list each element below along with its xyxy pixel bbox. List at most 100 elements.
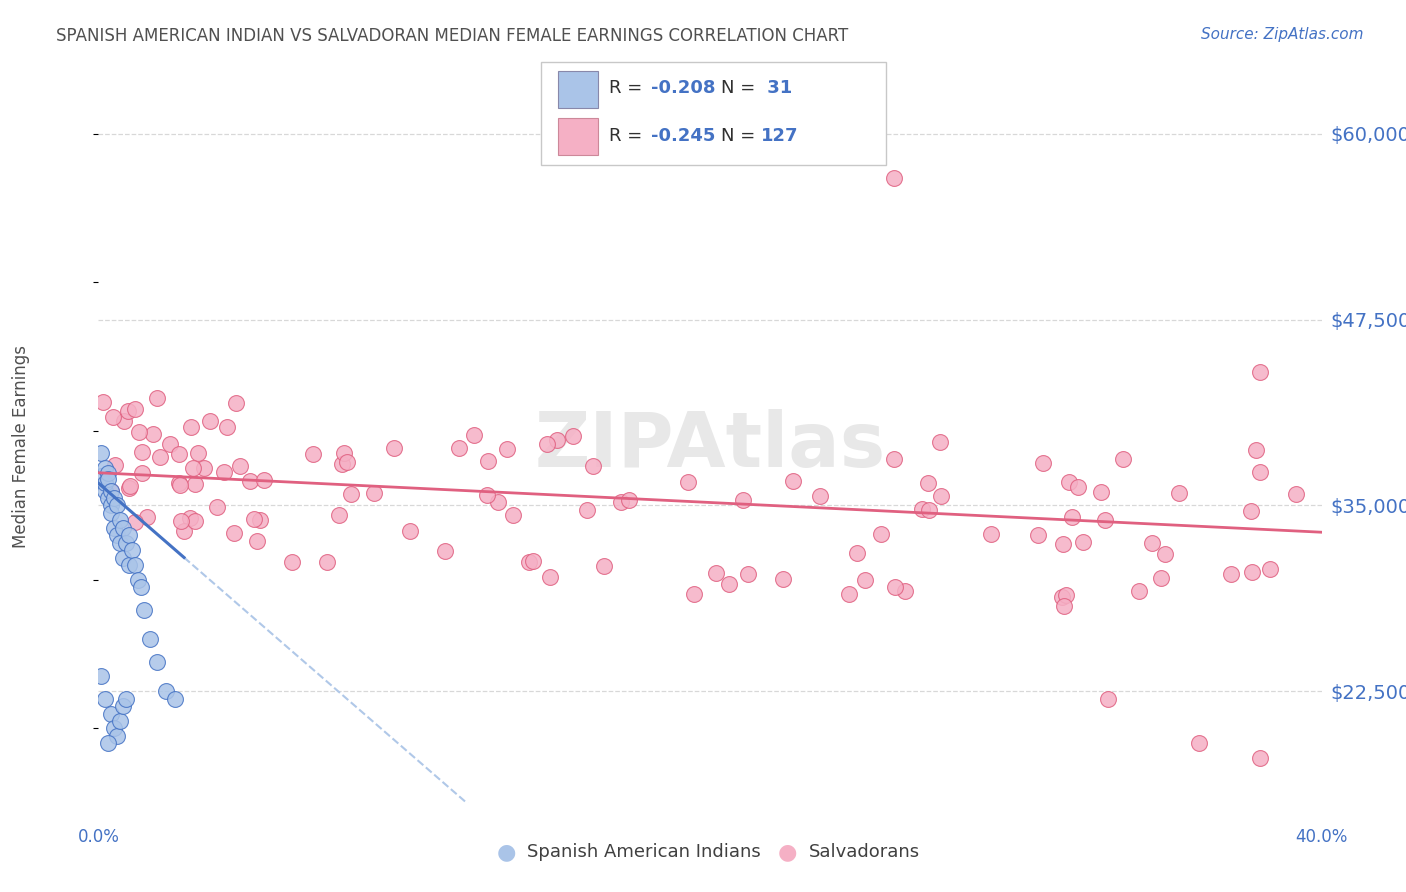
- Point: [1067, 480, 1090, 494]
- Point: [883, 171, 905, 186]
- Point: [90, 669, 112, 683]
- Point: [100, 484, 122, 499]
- Text: -0.245: -0.245: [651, 127, 716, 145]
- Point: [111, 550, 134, 565]
- Point: [619, 493, 641, 508]
- Point: [239, 475, 262, 489]
- Point: [853, 574, 876, 588]
- Point: [134, 602, 156, 616]
- Point: [90, 446, 112, 460]
- Text: Median Female Earnings: Median Female Earnings: [13, 344, 30, 548]
- Point: [883, 452, 905, 467]
- Point: [112, 414, 135, 428]
- Point: [678, 475, 700, 490]
- Point: [330, 458, 353, 472]
- Point: [517, 556, 540, 570]
- Point: [215, 420, 238, 434]
- Point: [97, 472, 120, 486]
- Text: ●: ●: [496, 842, 516, 862]
- Point: [1258, 562, 1281, 576]
- Point: [538, 570, 561, 584]
- Point: [1112, 452, 1135, 467]
- Point: [772, 572, 794, 586]
- Point: [159, 437, 181, 451]
- Text: R =: R =: [609, 78, 648, 96]
- Point: [242, 511, 264, 525]
- Text: 40.0%: 40.0%: [1295, 828, 1348, 846]
- Point: [704, 566, 727, 580]
- Point: [229, 459, 252, 474]
- Point: [870, 527, 893, 541]
- Point: [249, 513, 271, 527]
- Point: [120, 479, 142, 493]
- Point: [222, 525, 245, 540]
- Point: [1249, 465, 1271, 479]
- Point: [1285, 487, 1308, 501]
- Point: [117, 404, 139, 418]
- Point: [246, 533, 269, 548]
- Point: [980, 527, 1002, 541]
- Point: [449, 441, 471, 455]
- Point: [1054, 588, 1077, 602]
- Point: [97, 736, 120, 750]
- Text: ZIPAtlas: ZIPAtlas: [534, 409, 886, 483]
- Point: [737, 567, 759, 582]
- Point: [129, 580, 152, 594]
- Point: [93, 691, 115, 706]
- Point: [1128, 583, 1150, 598]
- Point: [382, 442, 405, 456]
- Text: Salvadorans: Salvadorans: [808, 843, 920, 861]
- Point: [1071, 534, 1094, 549]
- Point: [496, 442, 519, 456]
- Point: [363, 485, 385, 500]
- Point: [838, 587, 860, 601]
- Point: [149, 450, 172, 464]
- Point: [212, 465, 235, 479]
- Point: [1094, 513, 1116, 527]
- Point: [100, 506, 122, 520]
- Point: [181, 461, 204, 475]
- Point: [910, 502, 932, 516]
- Point: [717, 577, 740, 591]
- Point: [1241, 565, 1264, 579]
- Point: [193, 461, 215, 475]
- Point: [145, 655, 167, 669]
- Point: [135, 510, 157, 524]
- Point: [93, 395, 115, 409]
- Point: [253, 473, 276, 487]
- Point: [1249, 751, 1271, 765]
- Point: [205, 500, 228, 514]
- Point: [169, 478, 191, 492]
- Point: [128, 425, 150, 440]
- Point: [124, 515, 146, 529]
- Point: [180, 420, 202, 434]
- Point: [1154, 547, 1177, 561]
- Text: -0.208: -0.208: [651, 78, 716, 96]
- Point: [124, 402, 146, 417]
- Point: [131, 467, 153, 481]
- Point: [111, 521, 134, 535]
- Text: R =: R =: [609, 127, 648, 145]
- Point: [1050, 590, 1073, 604]
- Point: [328, 508, 350, 522]
- Point: [280, 556, 302, 570]
- Point: [562, 428, 585, 442]
- Text: SPANISH AMERICAN INDIAN VS SALVADORAN MEDIAN FEMALE EARNINGS CORRELATION CHART: SPANISH AMERICAN INDIAN VS SALVADORAN ME…: [56, 27, 848, 45]
- Point: [100, 706, 122, 721]
- Point: [610, 495, 633, 509]
- Point: [225, 395, 247, 409]
- Point: [167, 475, 190, 490]
- Point: [1026, 528, 1049, 542]
- Point: [200, 414, 222, 428]
- Point: [179, 511, 201, 525]
- Point: [170, 514, 193, 528]
- Point: [486, 495, 509, 509]
- Point: [576, 503, 599, 517]
- Point: [1244, 442, 1267, 457]
- Text: N =: N =: [721, 78, 761, 96]
- Text: 127: 127: [761, 127, 799, 145]
- Point: [103, 410, 125, 425]
- Point: [100, 483, 122, 498]
- Point: [1052, 536, 1074, 550]
- Point: [108, 714, 131, 728]
